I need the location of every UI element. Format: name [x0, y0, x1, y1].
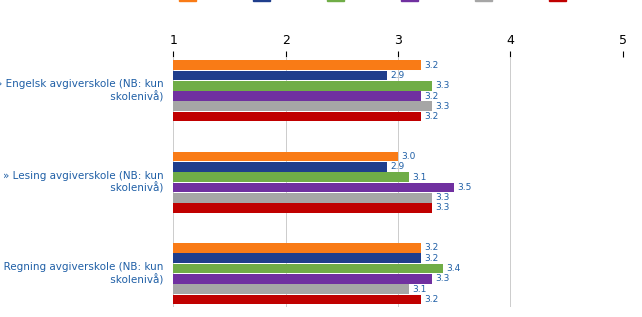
Bar	[173, 112, 421, 121]
Text: 2.9: 2.9	[390, 162, 404, 171]
Bar	[173, 71, 386, 80]
Text: 3.2: 3.2	[424, 254, 438, 263]
Bar	[173, 162, 386, 172]
Text: 2.9: 2.9	[390, 71, 404, 80]
Text: 3.2: 3.2	[424, 295, 438, 304]
Bar	[173, 264, 443, 274]
Bar	[173, 81, 431, 91]
Bar	[173, 243, 421, 253]
Text: 3.2: 3.2	[424, 92, 438, 100]
Bar	[173, 294, 421, 304]
Text: 3.2: 3.2	[424, 243, 438, 253]
Text: 3.3: 3.3	[435, 81, 449, 90]
Bar	[173, 91, 421, 101]
Text: 3.5: 3.5	[458, 183, 472, 192]
Bar	[173, 253, 421, 263]
Legend: 2008-09, 2009-10, 2010-11, 2011-12, 2012-13, 2013-14: 2008-09, 2009-10, 2010-11, 2011-12, 2012…	[175, 0, 621, 7]
Bar	[173, 203, 431, 213]
Text: 3.4: 3.4	[446, 264, 460, 273]
Text: 3.1: 3.1	[413, 285, 427, 294]
Bar	[173, 101, 431, 111]
Text: 3.1: 3.1	[413, 173, 427, 182]
Text: 3.3: 3.3	[435, 102, 449, 111]
Text: 3.2: 3.2	[424, 61, 438, 70]
Bar	[173, 183, 455, 192]
Bar	[173, 284, 410, 294]
Text: 3.0: 3.0	[401, 152, 416, 161]
Text: 3.3: 3.3	[435, 204, 449, 212]
Bar	[173, 60, 421, 70]
Bar	[173, 193, 431, 203]
Text: 3.2: 3.2	[424, 112, 438, 121]
Bar	[173, 274, 431, 284]
Text: 3.3: 3.3	[435, 193, 449, 202]
Text: 3.3: 3.3	[435, 274, 449, 283]
Bar	[173, 172, 410, 182]
Bar	[173, 152, 398, 161]
